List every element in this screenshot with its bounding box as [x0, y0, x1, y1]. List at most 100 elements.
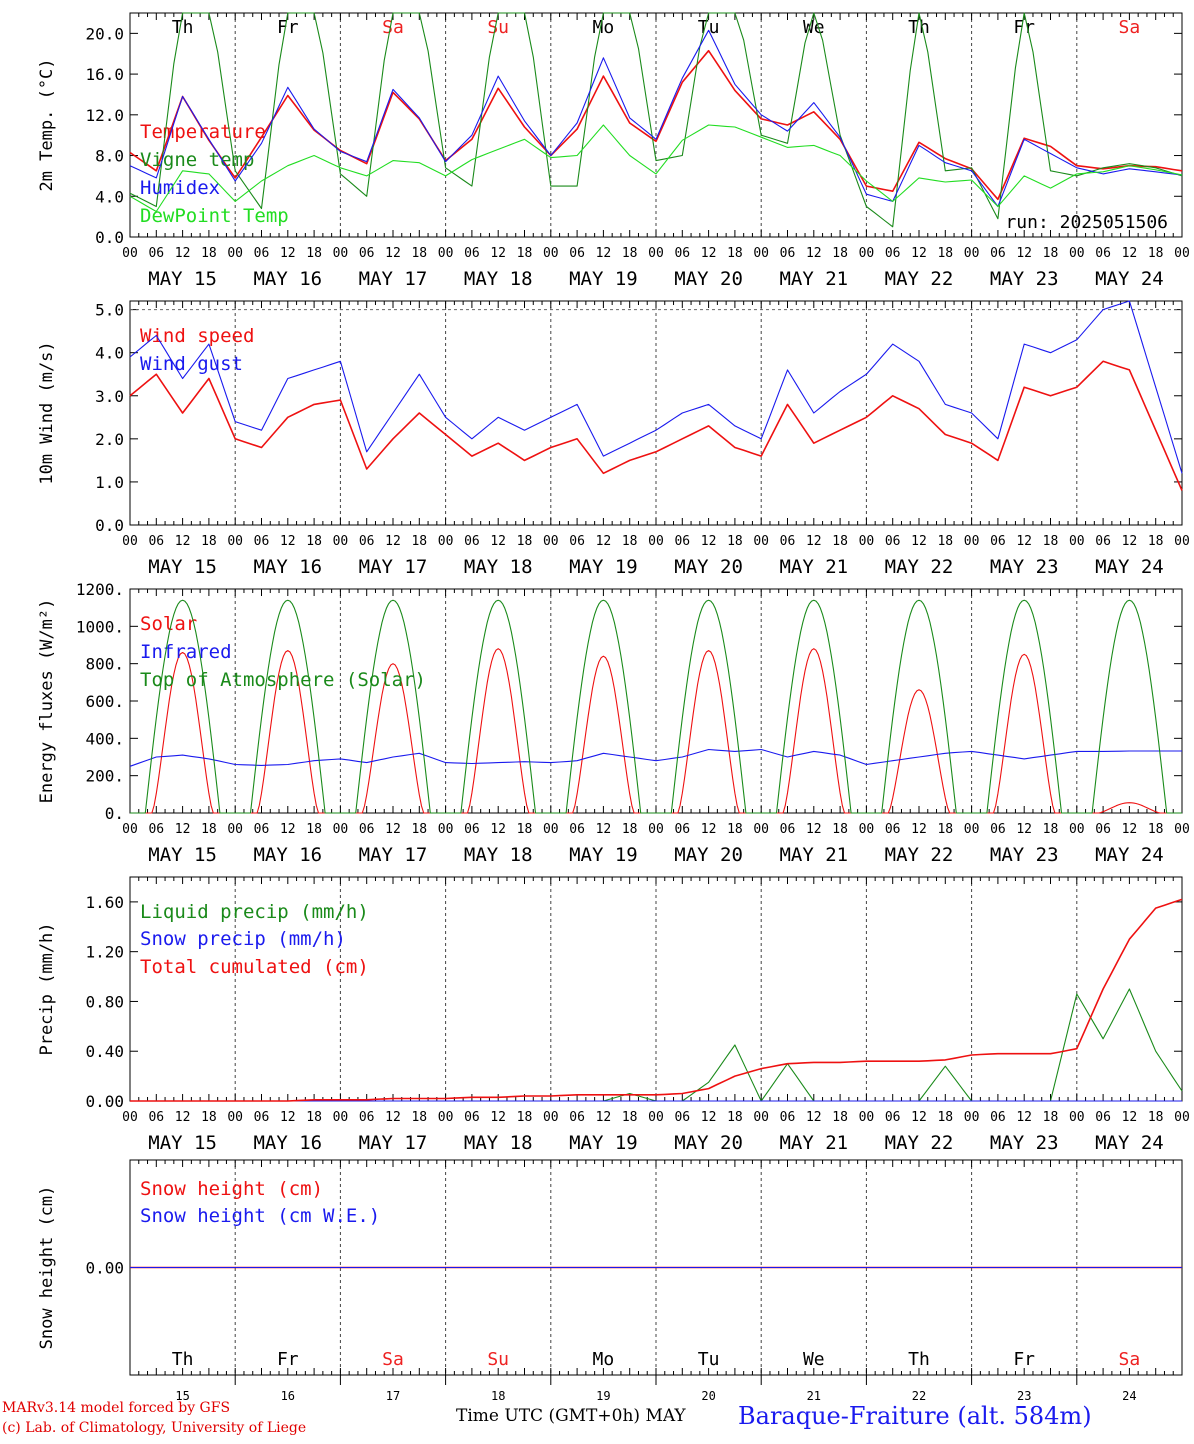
date-label: MAY 17 — [359, 844, 428, 866]
hour-tick-label: 06 — [254, 1110, 270, 1125]
hour-tick-label: 18 — [1043, 246, 1059, 261]
panel-frame — [129, 300, 1183, 526]
series-line — [129, 49, 1183, 201]
legend-entry: Wind gust — [140, 353, 243, 375]
series-line — [129, 360, 1183, 491]
hour-tick-label: 00 — [1174, 1110, 1190, 1125]
hour-tick-label: 00 — [438, 822, 454, 837]
y-tick-label: 1.0 — [95, 473, 124, 492]
hour-tick-label: 06 — [885, 534, 901, 549]
hour-tick-label: 12 — [175, 534, 191, 549]
y-tick-label: 2.0 — [95, 430, 124, 449]
y-axis-title: 2m Temp. (°C) — [37, 58, 57, 191]
hour-tick-label: 18 — [306, 1110, 322, 1125]
date-label: MAY 15 — [148, 556, 217, 578]
model-credit: MARv3.14 model forced by GFS — [2, 1400, 231, 1416]
hour-tick-label: 00 — [964, 822, 980, 837]
hour-tick-label: 06 — [780, 822, 796, 837]
hour-tick-label: 18 — [201, 534, 217, 549]
day-abbr-bottom: Su — [487, 1349, 509, 1370]
hour-tick-label: 12 — [280, 534, 296, 549]
hour-tick-label: 00 — [859, 822, 875, 837]
y-axis-title: Energy fluxes (W/m²) — [37, 599, 57, 804]
series-line — [130, 898, 1183, 1102]
day-abbr-bottom: Th — [908, 1349, 930, 1370]
hour-tick-label: 18 — [622, 246, 638, 261]
date-label: MAY 23 — [990, 268, 1059, 290]
hour-tick-label: 00 — [753, 534, 769, 549]
day-abbr-bottom: Th — [172, 1349, 194, 1370]
date-label: MAY 22 — [885, 844, 954, 866]
day-abbr-bottom: Tu — [698, 1349, 720, 1370]
hour-tick-label: 00 — [122, 822, 138, 837]
hour-tick-label: 00 — [122, 246, 138, 261]
day-number: 20 — [701, 1389, 715, 1403]
hour-tick-label: 06 — [885, 822, 901, 837]
hour-tick-label: 06 — [569, 246, 585, 261]
hour-tick-label: 00 — [227, 1110, 243, 1125]
hour-tick-label: 12 — [280, 822, 296, 837]
y-tick-label: 0.0 — [95, 228, 124, 247]
legend-entry: Liquid precip (mm/h) — [140, 901, 369, 923]
hour-tick-label: 00 — [438, 246, 454, 261]
hour-tick-label: 06 — [569, 1110, 585, 1125]
time-axis-label: Time UTC (GMT+0h) MAY — [456, 1406, 686, 1426]
hour-tick-label: 18 — [832, 534, 848, 549]
legend-entry: Temperature — [140, 121, 266, 143]
hour-tick-label: 12 — [1122, 822, 1138, 837]
day-abbr: Fr — [277, 17, 299, 38]
date-label: MAY 20 — [674, 556, 743, 578]
hour-tick-label: 18 — [1148, 1110, 1164, 1125]
series-line — [129, 300, 1183, 474]
hour-tick-label: 06 — [990, 822, 1006, 837]
hour-tick-label: 18 — [517, 246, 533, 261]
hour-tick-label: 00 — [1069, 1110, 1085, 1125]
date-label: MAY 20 — [674, 268, 743, 290]
day-abbr-bottom: Mo — [593, 1349, 615, 1370]
y-tick-label: 4.0 — [95, 187, 124, 206]
hour-tick-label: 12 — [490, 246, 506, 261]
date-label: MAY 18 — [464, 268, 533, 290]
day-number: 22 — [912, 1389, 926, 1403]
hour-tick-label: 00 — [1174, 246, 1190, 261]
hour-tick-label: 00 — [333, 534, 349, 549]
hour-tick-label: 12 — [701, 246, 717, 261]
day-abbr: Th — [908, 17, 930, 38]
hour-tick-label: 12 — [1122, 246, 1138, 261]
y-tick-label: 1000. — [76, 617, 124, 636]
y-tick-label: 800. — [85, 655, 124, 674]
hour-tick-label: 12 — [490, 534, 506, 549]
day-abbr: Tu — [698, 17, 720, 38]
hour-tick-label: 12 — [280, 246, 296, 261]
panel-frame — [129, 12, 1183, 238]
hour-tick-label: 00 — [227, 246, 243, 261]
date-label: MAY 24 — [1095, 268, 1164, 290]
day-number: 18 — [491, 1389, 505, 1403]
hour-tick-label: 06 — [464, 534, 480, 549]
date-label: MAY 23 — [990, 1132, 1059, 1154]
hour-tick-label: 18 — [937, 822, 953, 837]
date-label: MAY 19 — [569, 556, 638, 578]
hour-tick-label: 00 — [227, 822, 243, 837]
panel-5: 0.00 Snow height (cm) Snow height (cm) Snow… — [37, 1159, 1183, 1403]
hour-tick-label: 00 — [122, 1110, 138, 1125]
hour-tick-label: 06 — [359, 246, 375, 261]
run-label: run: 2025051506 — [1005, 212, 1168, 233]
hour-tick-label: 12 — [701, 1110, 717, 1125]
hour-tick-label: 06 — [780, 534, 796, 549]
y-tick-label: 5.0 — [95, 301, 124, 320]
hour-tick-label: 18 — [937, 534, 953, 549]
hour-tick-label: 06 — [359, 534, 375, 549]
hour-tick-label: 18 — [517, 1110, 533, 1125]
hour-tick-label: 18 — [937, 246, 953, 261]
hour-tick-label: 18 — [727, 246, 743, 261]
day-abbr: Sa — [1119, 17, 1141, 38]
y-tick-label: 0.40 — [85, 1042, 124, 1061]
hour-tick-label: 00 — [648, 1110, 664, 1125]
hour-tick-label: 00 — [753, 246, 769, 261]
date-label: MAY 15 — [148, 268, 217, 290]
hour-tick-label: 00 — [1069, 822, 1085, 837]
hour-tick-label: 06 — [674, 822, 690, 837]
